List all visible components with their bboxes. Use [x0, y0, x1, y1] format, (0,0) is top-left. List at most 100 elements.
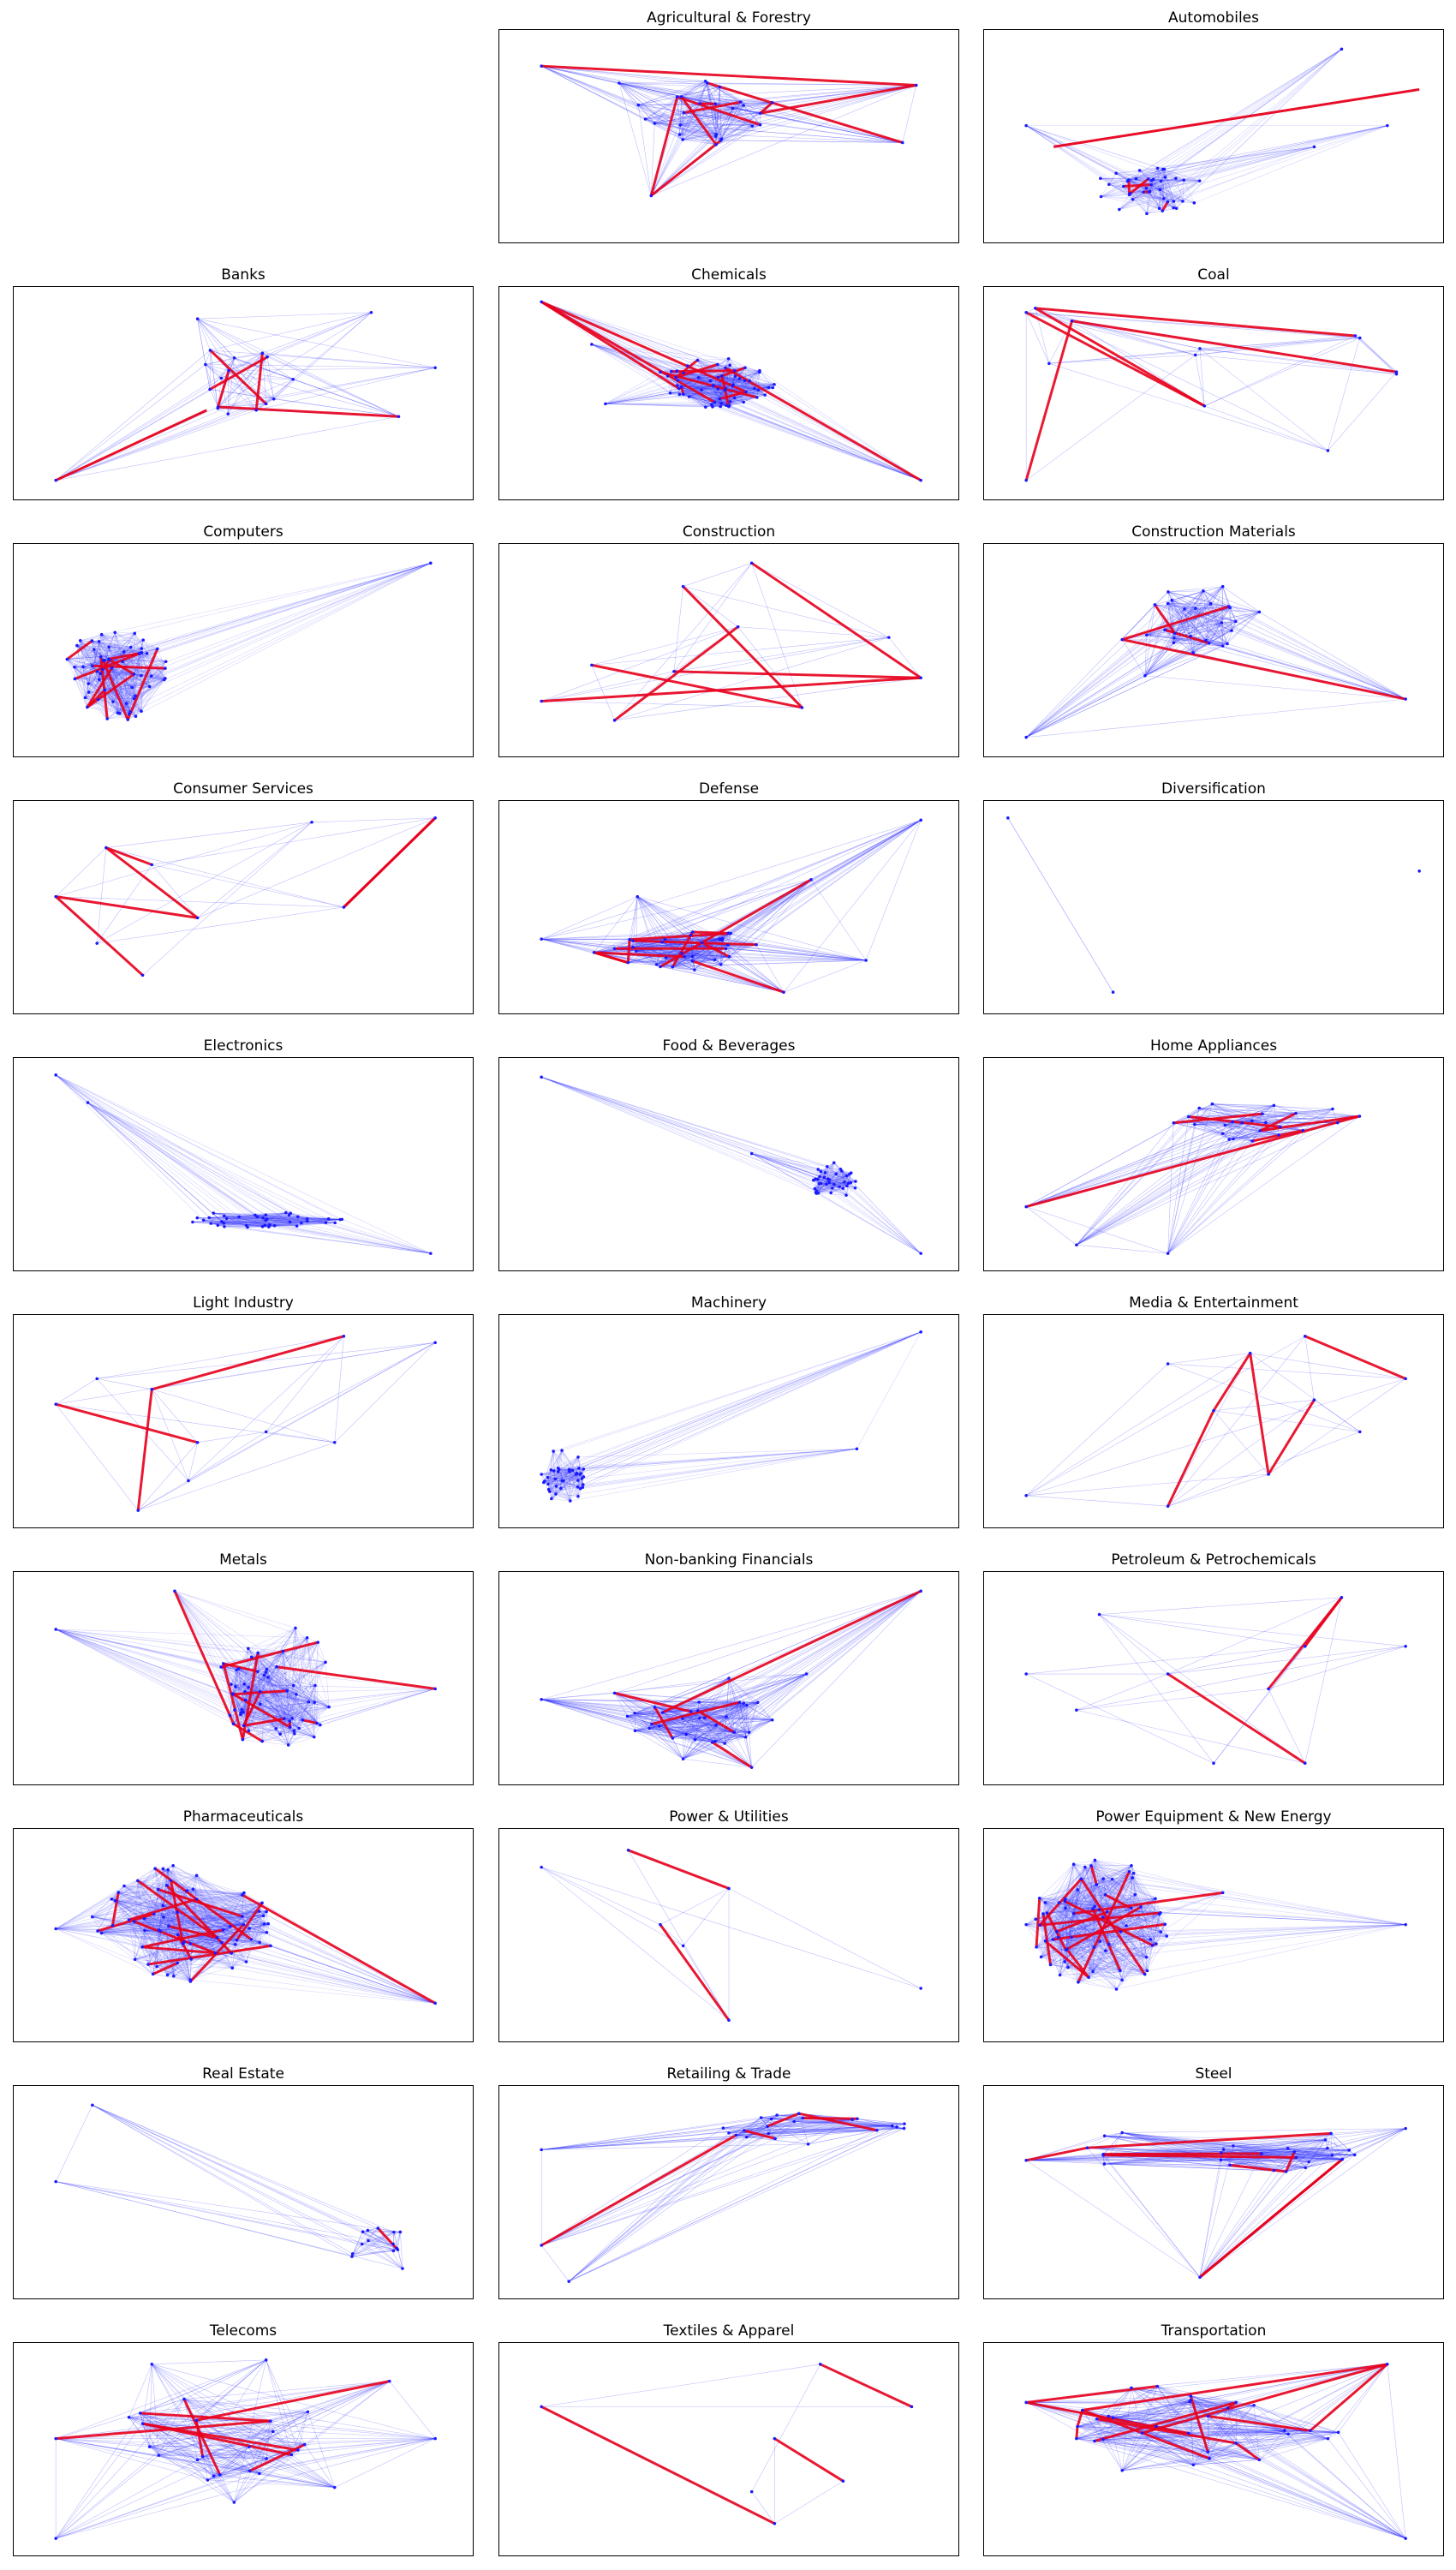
network-edge [213, 1212, 255, 1216]
network-edge [681, 85, 916, 98]
network-edge [698, 377, 750, 381]
network-edge [553, 1469, 570, 1472]
network-node [255, 1215, 260, 1219]
network-edge [92, 639, 144, 642]
network-edge [618, 82, 717, 135]
network-node [1122, 184, 1125, 188]
network-edge [672, 956, 693, 968]
network-edge [1251, 1114, 1263, 1142]
network-edge [816, 1190, 832, 1193]
network-edge [558, 1471, 571, 1502]
network-graph [1024, 307, 1399, 482]
network-node [546, 1475, 550, 1479]
network-node [736, 625, 740, 629]
network-edge [654, 123, 903, 143]
network-edge [1076, 1113, 1297, 1246]
network-edge [759, 372, 775, 385]
network-edge [743, 372, 761, 403]
network-node [105, 717, 110, 720]
network-edge [197, 318, 294, 380]
network-edge [683, 125, 753, 140]
network-edge [152, 1342, 436, 1390]
network-edge [174, 1591, 296, 1629]
network-edge [93, 639, 144, 650]
network-edge [720, 402, 744, 407]
network-edge [1235, 621, 1406, 700]
network-edge [1221, 622, 1228, 644]
network-edge [1101, 49, 1342, 197]
network-edge [737, 626, 889, 638]
network-edge [548, 1471, 570, 1490]
network-edge [1167, 603, 1232, 631]
network-edge [815, 1179, 847, 1196]
network-edge [744, 368, 775, 385]
network-edge [1144, 637, 1175, 676]
network-node [690, 959, 695, 963]
network-node [429, 561, 433, 565]
network-edge [1232, 1109, 1333, 1122]
network-edge [87, 563, 431, 708]
network-strong-edge [86, 672, 136, 709]
network-edge [56, 1629, 260, 1692]
network-nodes [540, 1075, 922, 1255]
network-edge [541, 1077, 817, 1192]
network-node [1099, 176, 1102, 181]
network-edge [676, 377, 922, 481]
network-node [1162, 196, 1166, 200]
network-edge [129, 678, 166, 713]
network-edge [711, 403, 922, 481]
network-edge [751, 563, 889, 638]
network-plot-frame [13, 543, 474, 757]
network-edge [743, 102, 773, 106]
network-edge [134, 653, 140, 699]
network-edge [266, 1218, 431, 1254]
network-edge [839, 1182, 849, 1187]
network-edge [228, 367, 436, 371]
network-node [713, 400, 717, 404]
network-node [1198, 347, 1202, 350]
network-edge [614, 820, 922, 949]
network-node [827, 1180, 832, 1185]
network-node [725, 403, 728, 408]
network-edge [1151, 125, 1387, 181]
network-edge [547, 1331, 922, 1485]
network-edge [228, 312, 372, 371]
network-edge [677, 97, 681, 126]
network-strong-edges [65, 639, 167, 721]
network-edge [228, 370, 399, 417]
network-graph [54, 1589, 437, 1747]
network-edge [818, 1192, 922, 1254]
network-node [95, 670, 99, 673]
network-edge [826, 1166, 829, 1180]
network-node [687, 395, 691, 398]
network-edge [134, 673, 165, 679]
network-edge [254, 1215, 290, 1222]
network-node [576, 1479, 580, 1482]
network-edge [76, 645, 166, 662]
network-edge [1127, 49, 1342, 182]
network-edge [551, 1480, 563, 1499]
network-edge [1295, 1113, 1304, 1131]
network-edge [1184, 608, 1228, 644]
network-edge [1164, 612, 1260, 631]
network-edge [1199, 348, 1205, 406]
network-node [73, 677, 77, 681]
network-edge [672, 956, 730, 968]
network-edge [637, 896, 693, 933]
network-edge [74, 648, 94, 667]
network-edge [629, 820, 922, 941]
network-edge [553, 1450, 563, 1472]
network-edge [743, 105, 761, 125]
network-edge [689, 396, 715, 403]
network-edge [816, 1187, 856, 1194]
network-edge [714, 368, 726, 403]
network-edge [541, 65, 682, 98]
network-edge [541, 1077, 828, 1180]
network-edge [276, 1637, 307, 1667]
network-edge [1150, 181, 1161, 185]
network-edge [1116, 172, 1150, 192]
network-edge [56, 1074, 263, 1228]
network-edge [683, 373, 775, 386]
network-edge [1164, 622, 1222, 631]
network-edge [553, 1469, 570, 1472]
